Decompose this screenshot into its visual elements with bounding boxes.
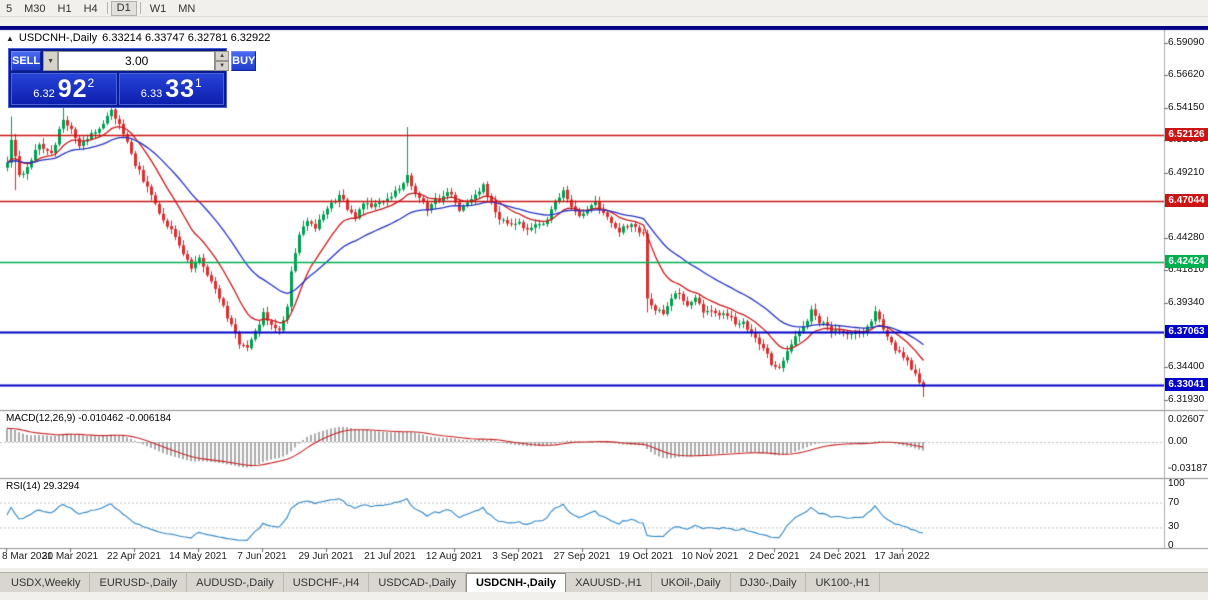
- price-axis-tick: 6.39340: [1168, 296, 1205, 308]
- price-axis-tick: 6.44280: [1168, 231, 1205, 243]
- date-axis-label: 14 May 2021: [169, 551, 227, 562]
- date-axis-label: 29 Jun 2021: [298, 551, 354, 562]
- volume-step-up-icon[interactable]: ▲: [215, 51, 230, 61]
- timeframe-button-w1[interactable]: W1: [149, 2, 167, 15]
- toolbar-separator: [106, 2, 108, 14]
- price-axis-tick: 6.41810: [1168, 264, 1205, 276]
- chart-title: ▲ USDCNH-,Daily 6.33214 6.33747 6.32781 …: [6, 32, 270, 44]
- volume-step-down-icon[interactable]: ▼: [215, 61, 230, 71]
- volume-combo: ▼ ▲ ▼: [43, 51, 230, 71]
- date-axis-label: 3 Sep 2021: [492, 551, 544, 562]
- date-axis-label: 7 Jun 2021: [237, 551, 287, 562]
- price-axis-tick: 6.49210: [1168, 166, 1205, 178]
- price-level-badge: 6.33041: [1165, 378, 1208, 392]
- panel-collapse-icon[interactable]: ▲: [6, 33, 14, 43]
- timeframe-button-5[interactable]: 5: [6, 2, 13, 15]
- rsi-axis-tick: 70: [1168, 496, 1180, 508]
- volume-stepper: ▲ ▼: [215, 51, 230, 71]
- chart-tab-usdchf-h4[interactable]: USDCHF-,H4: [284, 573, 370, 592]
- macd-axis-tick: 0.00: [1168, 436, 1188, 447]
- chart-tab-ukoil-daily[interactable]: UKOil-,Daily: [652, 573, 731, 592]
- chart-tab-dj30-daily[interactable]: DJ30-,Daily: [731, 573, 807, 592]
- date-axis-label: 2 Dec 2021: [748, 551, 800, 562]
- date-axis-label: 30 Mar 2021: [41, 551, 99, 562]
- chart-symbol-label: USDCNH-,Daily: [18, 32, 98, 44]
- symbol-tabs-bar: USDX,Weekly EURUSD-,Daily AUDUSD-,Daily USD…: [0, 572, 1208, 592]
- ask-price-big-digits: 33: [165, 75, 196, 103]
- chart-tab-audusd-daily[interactable]: AUDUSD-,Daily: [187, 573, 284, 592]
- chart-tab-usdcad-daily[interactable]: USDCAD-,Daily: [369, 573, 466, 592]
- chart-tab-eurusd-daily[interactable]: EURUSD-,Daily: [90, 573, 188, 592]
- macd-axis-tick: 0.02607: [1168, 413, 1205, 425]
- date-axis-label: 24 Dec 2021: [809, 551, 867, 562]
- ask-price-pipette: 1: [195, 76, 202, 90]
- buy-button[interactable]: BUY: [231, 51, 257, 71]
- bid-price-pipette: 2: [87, 76, 95, 90]
- timeframe-button-h1[interactable]: H1: [57, 2, 72, 15]
- ask-price-prefix: 6.33: [140, 88, 163, 100]
- one-click-trading-panel: SELL ▼ ▲ ▼ BUY 6.32 92 2 6.33 33 1: [8, 48, 257, 108]
- bid-quote-button[interactable]: 6.32 92 2: [11, 73, 117, 105]
- price-axis-tick: 6.31930: [1168, 393, 1205, 405]
- sell-button[interactable]: SELL: [11, 51, 42, 71]
- chart-tab-uk100-h1[interactable]: UK100-,H1: [806, 573, 880, 592]
- date-axis-label: 19 Oct 2021: [618, 551, 674, 562]
- chart-tab-xauusd-h1[interactable]: XAUUSD-,H1: [566, 573, 652, 592]
- rsi-axis-tick: 30: [1168, 521, 1180, 533]
- price-axis-tick: 6.59090: [1168, 37, 1205, 48]
- volume-dropdown-icon[interactable]: ▼: [43, 51, 59, 71]
- timeframe-button-m30[interactable]: M30: [24, 2, 46, 15]
- toolbar-separator: [139, 2, 141, 14]
- price-axis-tick: 6.54150: [1168, 101, 1205, 113]
- chart-tab-usdcnh-daily[interactable]: USDCNH-,Daily: [465, 573, 567, 592]
- price-level-badge: 6.37063: [1165, 325, 1208, 339]
- timeframe-toolbar: 5 M30 H1 H4 D1 W1 MN: [0, 0, 1208, 17]
- bid-price-big-digits: 92: [57, 75, 88, 103]
- price-chart-canvas[interactable]: [0, 28, 1208, 568]
- macd-axis-tick: -0.03187: [1168, 463, 1208, 475]
- price-axis-tick: 6.56620: [1168, 69, 1205, 81]
- volume-input[interactable]: [58, 51, 216, 71]
- price-level-badge: 6.47044: [1165, 194, 1208, 208]
- macd-indicator-label: MACD(12,26,9) -0.010462 -0.006184: [6, 413, 172, 424]
- timeframe-button-h4[interactable]: H4: [83, 2, 98, 15]
- date-axis-label: 17 Jan 2022: [874, 551, 930, 562]
- chart-tab-usdx-weekly[interactable]: USDX,Weekly: [2, 573, 91, 592]
- timeframe-button-d1[interactable]: D1: [110, 0, 137, 16]
- date-axis-label: 21 Jul 2021: [364, 551, 416, 562]
- chart-window: ▲ USDCNH-,Daily 6.33214 6.33747 6.32781 …: [0, 26, 1208, 568]
- rsi-axis-tick: 100: [1168, 478, 1185, 489]
- rsi-axis-tick: 0: [1168, 540, 1174, 551]
- bid-price-prefix: 6.32: [33, 88, 55, 100]
- chart-ohlc-values: 6.33214 6.33747 6.32781 6.32922: [102, 32, 271, 44]
- rsi-indicator-label: RSI(14) 29.3294: [6, 481, 80, 492]
- ask-quote-button[interactable]: 6.33 33 1: [118, 73, 224, 105]
- date-axis-label: 22 Apr 2021: [107, 551, 161, 562]
- date-axis-label: 8 Mar 2021: [2, 551, 53, 562]
- price-axis-tick: 6.34400: [1168, 361, 1205, 373]
- date-axis-label: 27 Sep 2021: [553, 551, 611, 562]
- date-axis-label: 12 Aug 2021: [425, 551, 483, 562]
- price-level-badge: 6.52126: [1165, 127, 1208, 141]
- date-axis-label: 10 Nov 2021: [681, 551, 739, 562]
- price-level-badge: 6.42424: [1165, 255, 1208, 269]
- timeframe-button-mn[interactable]: MN: [178, 2, 196, 15]
